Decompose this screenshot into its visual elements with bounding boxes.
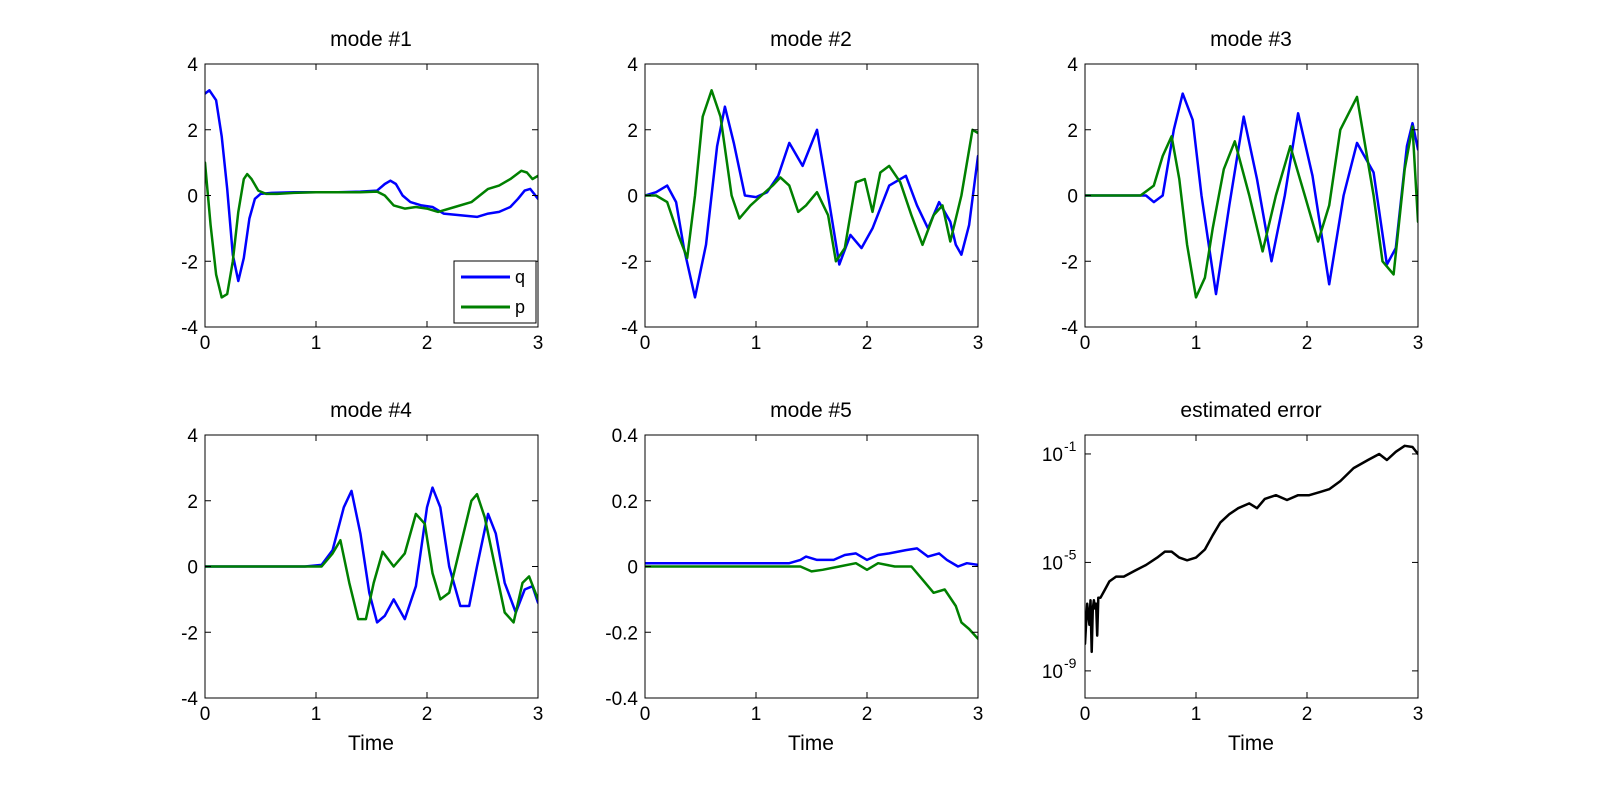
y-tick-exponent: -5 [1064, 546, 1077, 562]
x-tick-label: 0 [200, 704, 211, 725]
x-tick-label: 0 [200, 333, 211, 354]
plot-frame [1084, 434, 1419, 699]
tick-layer: 0 1 2 3 -4 -2 0 2 4 [181, 426, 543, 725]
series-line-p [205, 492, 538, 624]
subplot-title: mode #4 [330, 399, 412, 422]
x-tick-label: 1 [311, 704, 322, 725]
legend-label-q: q [515, 267, 525, 287]
subplot-title: mode #5 [770, 399, 852, 422]
y-tick-label: 4 [187, 55, 198, 76]
plot-area [205, 486, 538, 624]
plot-area [1085, 444, 1418, 654]
y-tick-exponent: -1 [1064, 438, 1077, 454]
tick-layer: 0 1 2 3 -4 -2 0 2 4 [621, 55, 983, 354]
x-axis-label: Time [348, 732, 394, 755]
y-tick-label: -4 [1061, 318, 1078, 339]
x-tick-label: 2 [1302, 333, 1313, 354]
y-tick-label: -4 [181, 318, 198, 339]
series-line-p [205, 161, 538, 299]
subplot-mode-1: mode #1 0 1 2 3 -4 -2 0 2 4 q p [181, 28, 543, 354]
x-tick-label: 2 [422, 704, 433, 725]
series-line-q [1085, 92, 1418, 296]
subplot-title: mode #3 [1210, 28, 1292, 51]
y-tick-label: 4 [1067, 55, 1078, 76]
subplot-mode-2: mode #2 0 1 2 3 -4 -2 0 2 4 [621, 28, 983, 354]
series-line-p [645, 89, 978, 263]
plot-area [205, 89, 538, 299]
x-tick-label: 2 [862, 333, 873, 354]
y-tick-label: -0.4 [605, 689, 638, 710]
subplot-mode-3: mode #3 0 1 2 3 -4 -2 0 2 4 [1061, 28, 1423, 354]
legend-box [453, 260, 537, 324]
y-tick-label: 0.4 [612, 426, 639, 447]
series-line-q [205, 486, 538, 624]
y-tick-label: 0 [187, 187, 198, 208]
series-line-q [645, 547, 978, 568]
subplot-title: mode #2 [770, 28, 852, 51]
series-line-p [645, 561, 978, 641]
y-tick-label: -4 [181, 689, 198, 710]
y-tick-exponent: -9 [1064, 655, 1077, 671]
legend: q p [453, 260, 537, 324]
plot-area [1085, 92, 1418, 299]
tick-layer: 0 1 2 3 -0.4 -0.2 0 0.2 0.4 [605, 426, 983, 725]
x-tick-label: 1 [751, 333, 762, 354]
x-tick-label: 2 [422, 333, 433, 354]
x-tick-label: 3 [973, 704, 984, 725]
x-tick-label: 0 [1080, 704, 1091, 725]
x-tick-label: 1 [751, 704, 762, 725]
y-tick-label: -2 [181, 252, 198, 273]
y-tick-label: 0 [627, 187, 638, 208]
y-tick-label: 0 [627, 558, 638, 579]
y-tick-label: 2 [1067, 121, 1078, 142]
tick-layer: 0 1 2 3 -4 -2 0 2 4 [1061, 55, 1423, 354]
series-line-error [1085, 444, 1418, 654]
y-tick-label: -0.2 [605, 623, 638, 644]
y-tick-label: 2 [187, 121, 198, 142]
series-line-p [1085, 95, 1418, 299]
tick-layer: 0 1 2 310-910-510-1 [1042, 435, 1423, 725]
y-tick-label: 2 [627, 121, 638, 142]
x-tick-label: 1 [1191, 333, 1202, 354]
x-tick-label: 0 [1080, 333, 1091, 354]
y-tick-label: -2 [1061, 252, 1078, 273]
x-tick-label: 2 [862, 704, 873, 725]
x-tick-label: 3 [1413, 704, 1424, 725]
series-line-q [205, 89, 538, 283]
x-tick-label: 1 [1191, 704, 1202, 725]
y-tick-label: 10 [1042, 553, 1063, 574]
plot-area [645, 89, 978, 299]
y-tick-label: 0 [187, 558, 198, 579]
y-tick-label: 10 [1042, 445, 1063, 466]
subplot-title: estimated error [1180, 399, 1321, 422]
subplot-title: mode #1 [330, 28, 412, 51]
x-axis-label: Time [1228, 732, 1274, 755]
x-tick-label: 3 [973, 333, 984, 354]
x-tick-label: 0 [640, 704, 651, 725]
x-tick-label: 3 [1413, 333, 1424, 354]
y-tick-label: 2 [187, 492, 198, 513]
x-tick-label: 1 [311, 333, 322, 354]
y-tick-label: -2 [621, 252, 638, 273]
subplot-mode-5: mode #5 0 1 2 3 -0.4 -0.2 0 0.2 0.4 Time [605, 399, 983, 755]
x-tick-label: 3 [533, 704, 544, 725]
x-axis-label: Time [788, 732, 834, 755]
x-tick-label: 0 [640, 333, 651, 354]
y-tick-label: 0 [1067, 187, 1078, 208]
y-tick-label: 0.2 [612, 492, 638, 513]
y-tick-label: -2 [181, 623, 198, 644]
legend-label-p: p [515, 297, 525, 317]
plot-area [645, 547, 978, 641]
y-tick-label: 4 [187, 426, 198, 447]
y-tick-label: -4 [621, 318, 638, 339]
y-tick-label: 10 [1042, 662, 1063, 683]
x-tick-label: 3 [533, 333, 544, 354]
series-line-q [645, 105, 978, 299]
x-tick-label: 2 [1302, 704, 1313, 725]
y-tick-label: 4 [627, 55, 638, 76]
subplot-estimated-error: estimated error 0 1 2 310-910-510-1 Time [1042, 399, 1423, 755]
subplot-mode-4: mode #4 0 1 2 3 -4 -2 0 2 4 Time [181, 399, 543, 755]
